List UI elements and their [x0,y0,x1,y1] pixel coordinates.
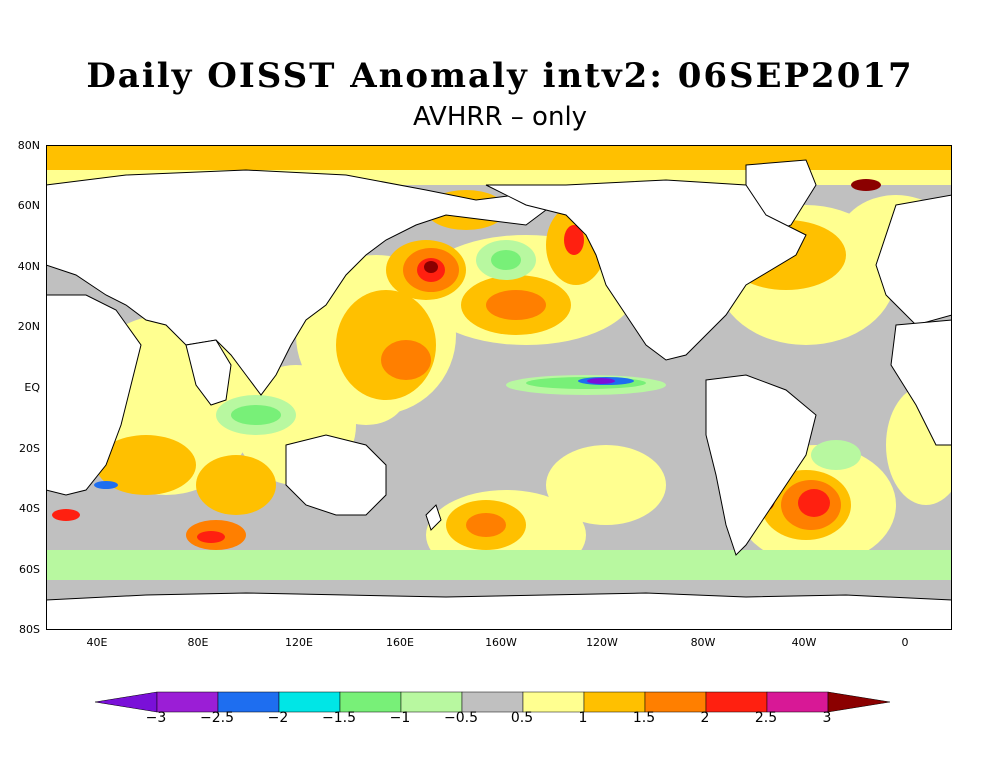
colorbar-label: 2 [700,710,710,726]
colorbar-label: −1 [389,710,411,726]
africa-land [46,294,142,496]
west-africa-land [890,319,952,446]
map-panel [46,145,952,630]
colorbar-arrow-high [827,691,891,713]
south-america-land [705,374,817,556]
landmasses [46,159,952,630]
india-land [185,339,232,406]
colorbar-label: −0.5 [444,710,478,726]
anomaly-very-strong-positive [52,225,830,543]
lon-label-120e: 120E [285,636,313,649]
colorbar-label: −2 [267,710,289,726]
lat-label-80n: 80N [17,139,40,152]
map-frame [46,145,952,630]
anomaly-extreme-negative [587,378,615,384]
chart-subtitle: AVHRR – only [412,102,588,132]
new-zealand-land [425,504,442,531]
antarctica-land [46,592,952,630]
colorbar-label: 2.5 [754,710,778,726]
colorbar-arrow-low [95,691,158,713]
colorbar-swatch [156,691,219,713]
colorbar-swatch [339,691,402,713]
lat-label-40s: 40S [19,502,40,515]
lat-label-eq: EQ [24,381,40,394]
anomaly-weak-negative [46,240,952,580]
colorbar-swatch [583,691,646,713]
colorbar-swatch [522,691,585,713]
colorbar-swatch [461,691,524,713]
lat-label-20n: 20N [17,320,40,333]
colorbar-swatch [400,691,463,713]
lat-label-80s: 80S [19,623,40,636]
colorbar [95,691,891,713]
lon-label-120w: 120W [586,636,618,649]
colorbar-label: 0.5 [510,710,534,726]
lon-label-40e: 40E [86,636,108,649]
lon-label-160w: 160W [485,636,517,649]
lat-label-60n: 60N [17,199,40,212]
colorbar-label: 3 [822,710,832,726]
lon-label-160e: 160E [386,636,414,649]
australia-land [285,434,387,516]
colorbar-label: 1.5 [632,710,656,726]
colorbar-label: −3 [145,710,167,726]
lon-label-80e: 80E [187,636,209,649]
lon-label-0: 0 [901,636,909,649]
anomaly-map [46,145,952,630]
lon-label-80w: 80W [690,636,716,649]
eurasia-land [46,169,547,396]
colorbar-label: −1.5 [322,710,356,726]
colorbar-swatch [278,691,341,713]
colorbar-swatch [705,691,768,713]
colorbar-swatch [644,691,707,713]
north-america-land [485,179,807,361]
colorbar-swatch [766,691,829,713]
chart-title: Daily OISST Anomaly intv2: 06SEP2017 [86,56,914,96]
colorbar-label: −2.5 [200,710,234,726]
lon-label-40w: 40W [791,636,817,649]
lat-label-20s: 20S [19,442,40,455]
lat-label-60s: 60S [19,563,40,576]
colorbar-swatch [217,691,280,713]
colorbar-label: 1 [578,710,588,726]
lat-label-40n: 40N [17,260,40,273]
